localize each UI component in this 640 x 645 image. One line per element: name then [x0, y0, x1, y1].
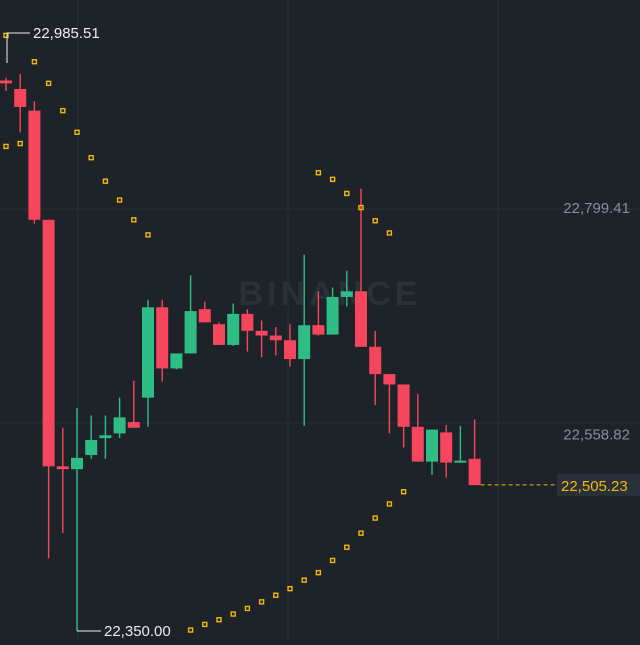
sar-dot: [230, 611, 236, 617]
sar-dot: [3, 32, 9, 39]
candle-body[interactable]: [142, 307, 154, 398]
sar-dot: [386, 230, 393, 236]
candle-body[interactable]: [227, 313, 240, 345]
candle-body[interactable]: [184, 311, 197, 354]
high-annotation-line: [6, 32, 30, 63]
sar-dot: [273, 592, 279, 598]
sar-dot: [372, 218, 378, 224]
sar-dot: [116, 197, 123, 203]
candle-body[interactable]: [99, 435, 112, 439]
sar-dot: [329, 557, 336, 564]
sar-dot: [344, 190, 350, 197]
current-price-tag: [557, 473, 640, 496]
sar-dot: [358, 204, 364, 211]
candle-body[interactable]: [14, 88, 27, 107]
sar-dot: [329, 176, 336, 183]
low-annotation-label: 22,350.00: [104, 623, 171, 640]
candle-body[interactable]: [28, 110, 41, 220]
sar-dot: [17, 140, 23, 147]
sar-dot: [3, 143, 9, 150]
candle-body[interactable]: [411, 426, 424, 462]
sar-dot: [102, 178, 109, 184]
candle-body[interactable]: [312, 325, 325, 335]
high-annotation-label: 22,985.51: [33, 25, 100, 42]
candle-body[interactable]: [198, 309, 211, 323]
sar-dot: [315, 170, 322, 176]
candle-body[interactable]: [241, 313, 254, 331]
candle-body[interactable]: [383, 374, 396, 385]
sar-dot: [45, 80, 52, 87]
candle-body[interactable]: [255, 330, 268, 336]
sar-dot: [131, 217, 137, 223]
y-axis-tick-label: 22,799.41: [563, 200, 630, 217]
sar-dot: [386, 501, 393, 507]
candle-body[interactable]: [85, 439, 98, 456]
sar-dot: [287, 585, 293, 592]
sar-dot: [187, 627, 194, 633]
candle-body[interactable]: [440, 432, 453, 463]
sar-dot: [372, 515, 378, 521]
candle-body[interactable]: [127, 422, 140, 428]
sar-dot: [301, 577, 307, 583]
candle-body[interactable]: [0, 80, 12, 84]
candle-body[interactable]: [355, 291, 367, 347]
candle-body[interactable]: [56, 466, 69, 470]
candle-body[interactable]: [113, 417, 126, 434]
sar-dot: [358, 530, 364, 536]
sar-dot: [88, 154, 94, 161]
candle-body[interactable]: [71, 457, 83, 470]
candle-body[interactable]: [468, 458, 481, 486]
current-price-label: 22,505.23: [561, 478, 628, 495]
candle-body[interactable]: [156, 307, 169, 369]
sar-dot: [244, 605, 251, 612]
candle-body[interactable]: [213, 324, 225, 345]
sar-dot: [258, 599, 265, 605]
candle-body[interactable]: [340, 291, 353, 297]
candle-body[interactable]: [397, 384, 410, 427]
candle-body[interactable]: [369, 346, 382, 375]
sar-dot: [145, 232, 151, 238]
sar-dot: [31, 59, 38, 65]
candle-body[interactable]: [454, 460, 467, 463]
sar-dot: [202, 621, 208, 628]
sar-dot: [60, 107, 66, 114]
candle-body[interactable]: [269, 335, 282, 341]
sar-dot: [344, 544, 350, 550]
sar-dot: [315, 569, 322, 576]
y-axis-tick-label: 22,558.82: [563, 427, 630, 444]
candle-body[interactable]: [170, 353, 183, 369]
sar-dot: [400, 489, 407, 495]
candle-body[interactable]: [284, 340, 296, 360]
candle-body[interactable]: [42, 219, 55, 467]
sar-dot: [216, 617, 222, 623]
candle-body[interactable]: [326, 296, 339, 335]
candle-body[interactable]: [298, 325, 311, 360]
sar-dot: [74, 129, 80, 135]
candle-body[interactable]: [426, 429, 438, 462]
